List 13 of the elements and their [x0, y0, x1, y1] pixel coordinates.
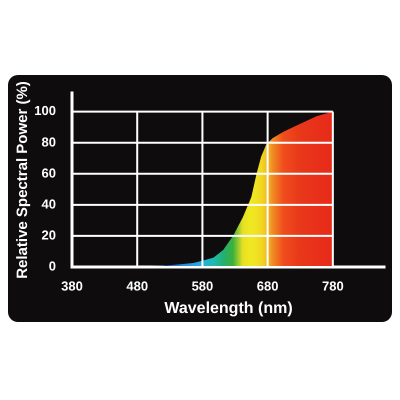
x-tick-label: 780 [322, 278, 344, 294]
y-tick-label: 80 [42, 134, 56, 150]
y-tick-label: 60 [42, 165, 56, 180]
x-tick-label: 580 [192, 278, 214, 294]
x-tick-label: 680 [256, 278, 278, 294]
x-tick-label: 380 [61, 278, 83, 294]
y-tick-label: 20 [42, 228, 56, 243]
x-axis-title: Wavelength (nm) [164, 300, 293, 317]
x-tick-label: 480 [126, 278, 148, 294]
y-tick-label: 0 [48, 258, 56, 274]
y-tick-label: 100 [34, 103, 56, 118]
y-tick-label: 40 [42, 196, 56, 212]
y-axis-title: Relative Spectral Power (%) [14, 81, 32, 279]
